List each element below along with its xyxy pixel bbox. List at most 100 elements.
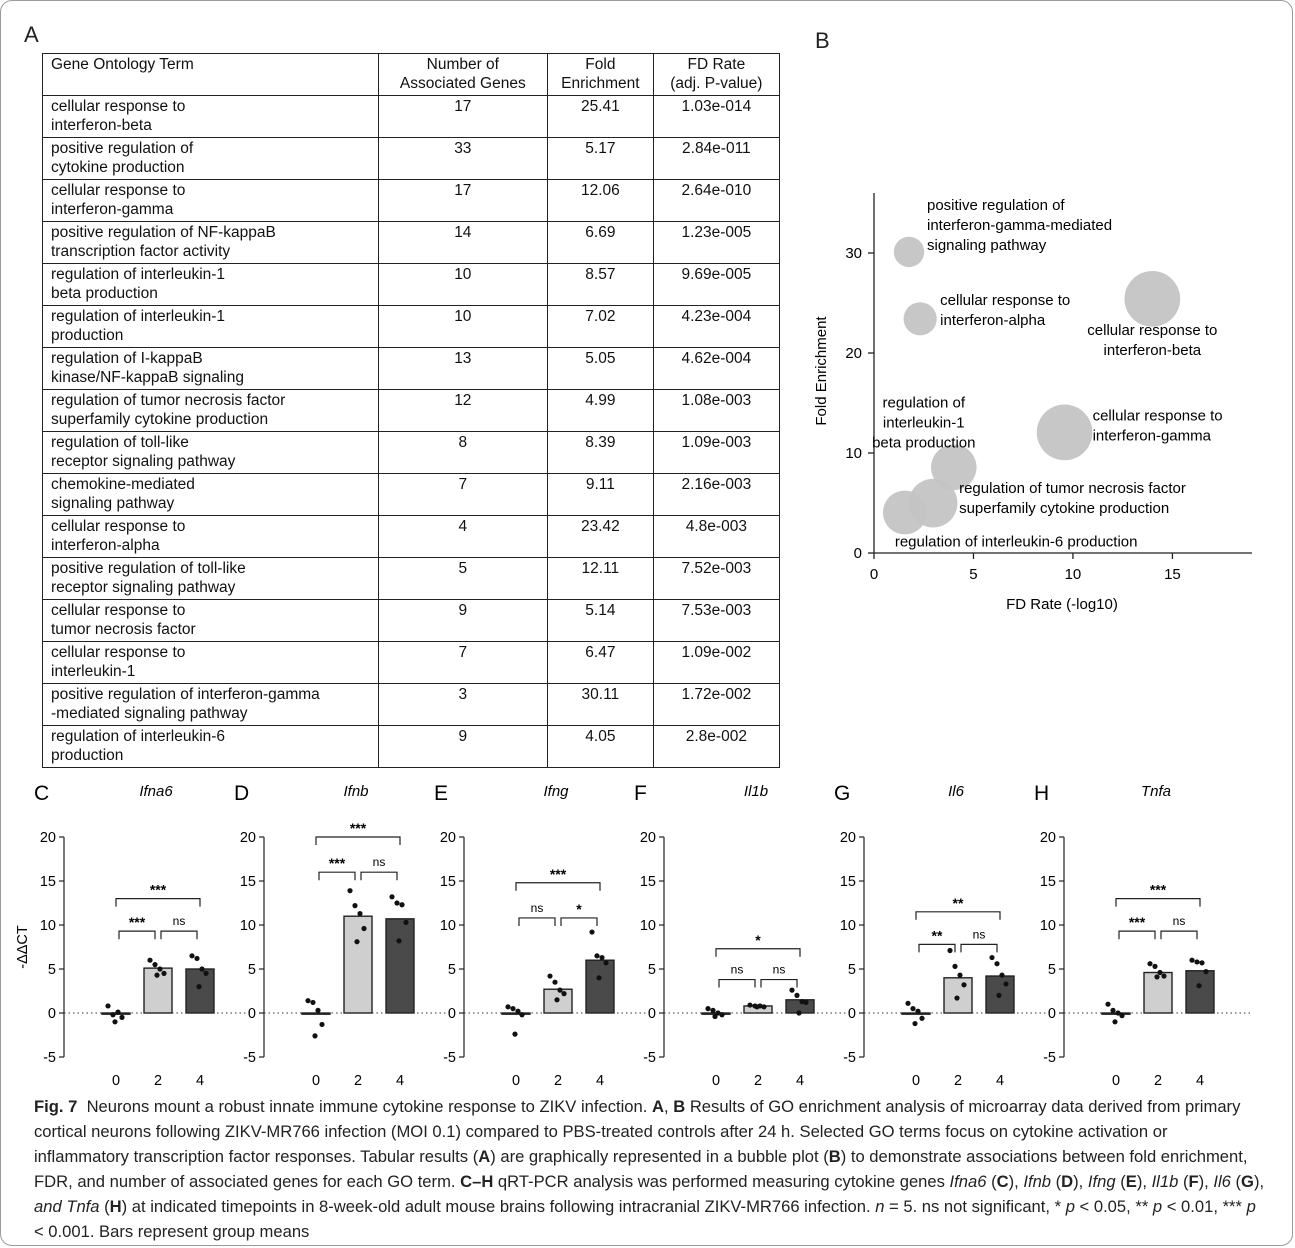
significance-bracket bbox=[160, 930, 198, 940]
bar-y-tick-label: 5 bbox=[48, 962, 56, 978]
data-point bbox=[1199, 960, 1205, 966]
cell-fold-enrichment: 5.05 bbox=[547, 347, 654, 390]
caption-text: at indicated timepoints in 8-week-old ad… bbox=[127, 1197, 876, 1216]
cell-fold-enrichment: 5.17 bbox=[547, 137, 654, 180]
caption-fig-label: Fig. 7 bbox=[34, 1097, 78, 1116]
data-point bbox=[352, 903, 358, 909]
data-point bbox=[715, 1010, 721, 1016]
data-point bbox=[794, 992, 800, 998]
table-row: regulation of interleukin-1 production 10 7… bbox=[42, 305, 781, 348]
data-point bbox=[357, 910, 363, 917]
significance-bracket bbox=[315, 836, 401, 845]
data-point bbox=[189, 953, 195, 959]
cell-go-term: cellular response to interferon-alpha bbox=[42, 515, 379, 558]
data-point bbox=[710, 1007, 716, 1013]
panel-label-e: E bbox=[434, 782, 448, 805]
cell-go-term: positive regulation of toll-like receptor… bbox=[42, 557, 379, 600]
data-point bbox=[912, 1020, 918, 1027]
bar-x-tick-label: 0 bbox=[712, 1073, 720, 1089]
cell-associated-genes: 9 bbox=[377, 599, 549, 642]
data-point bbox=[947, 947, 953, 954]
data-point bbox=[315, 1007, 321, 1013]
bar-x-tick-label: 0 bbox=[112, 1073, 120, 1089]
bar-chart-title: Ifna6 bbox=[139, 783, 173, 800]
bar-y-tick-label: 5 bbox=[1048, 962, 1056, 978]
cell-associated-genes: 7 bbox=[377, 641, 549, 684]
data-point bbox=[1003, 981, 1009, 987]
significance-bracket bbox=[915, 911, 1001, 920]
data-point bbox=[803, 999, 809, 1006]
caption-p: p bbox=[1246, 1197, 1256, 1216]
bar bbox=[943, 977, 973, 1014]
bar-x-tick-label: 2 bbox=[354, 1073, 362, 1089]
data-point bbox=[1203, 969, 1209, 975]
data-point bbox=[152, 962, 158, 968]
data-point bbox=[961, 982, 967, 988]
data-point bbox=[754, 1004, 760, 1010]
cell-fold-enrichment: 5.14 bbox=[547, 599, 654, 642]
bar-y-tick-label: 20 bbox=[1040, 830, 1056, 846]
significance-bracket bbox=[1160, 930, 1198, 940]
cell-associated-genes: 7 bbox=[377, 473, 549, 516]
significance-label: ns bbox=[973, 927, 986, 941]
cell-fold-enrichment: 12.06 bbox=[547, 179, 654, 222]
cell-fd-rate: 2.84e-011 bbox=[652, 137, 781, 180]
bar-x-tick-label: 4 bbox=[996, 1073, 1004, 1089]
data-point bbox=[305, 998, 311, 1004]
bar-x-tick-label: 0 bbox=[1112, 1073, 1120, 1089]
bar-x-tick-label: 2 bbox=[754, 1073, 762, 1089]
bar-chart-title: Tnfa bbox=[1141, 783, 1171, 800]
significance-bracket bbox=[518, 917, 556, 926]
significance-label: ** bbox=[932, 927, 943, 943]
data-point bbox=[310, 999, 316, 1006]
data-point bbox=[599, 954, 605, 961]
data-point bbox=[396, 938, 402, 944]
data-point bbox=[1189, 957, 1195, 963]
header-fold-enrichment: Fold Enrichment bbox=[547, 53, 654, 96]
bar bbox=[185, 968, 215, 1014]
table-header-row: Gene Ontology Term Number of Associated G… bbox=[42, 53, 781, 96]
data-point bbox=[915, 1008, 921, 1014]
bar-y-tick-label: -5 bbox=[443, 1050, 456, 1066]
data-point bbox=[1157, 969, 1163, 976]
table-row: regulation of I-kappaB kinase/NF-kappaB s… bbox=[42, 347, 781, 390]
data-point bbox=[596, 975, 602, 981]
cell-fd-rate: 1.72e-002 bbox=[652, 683, 781, 726]
significance-bracket bbox=[115, 898, 201, 907]
caption-text: qRT-PCR analysis was performed measuring… bbox=[493, 1172, 950, 1191]
significance-label: *** bbox=[1150, 882, 1167, 898]
significance-bracket bbox=[360, 871, 398, 881]
bubble bbox=[882, 490, 927, 535]
cell-fd-rate: 2.16e-003 bbox=[652, 473, 781, 516]
bar-y-tick-label: 15 bbox=[840, 874, 856, 890]
bar-y-tick-label: 20 bbox=[240, 830, 256, 846]
caption-text: < 0.001. Bars represent group means bbox=[34, 1222, 310, 1241]
data-point bbox=[996, 992, 1002, 998]
bar-y-tick-label: 10 bbox=[240, 918, 256, 934]
caption-text: = 5. ns not significant, * bbox=[884, 1197, 1066, 1216]
bar-y-tick-label: 0 bbox=[648, 1006, 656, 1022]
table-row: regulation of tumor necrosis factor super… bbox=[42, 389, 781, 432]
bar-x-tick-label: 0 bbox=[912, 1073, 920, 1089]
table-row: positive regulation of interferon-gamma -… bbox=[42, 683, 781, 726]
caption-ref: B bbox=[673, 1097, 686, 1116]
table-row: positive regulation of cytokine productio… bbox=[42, 137, 781, 180]
bar-x-axis-label: dpi bbox=[1148, 1089, 1167, 1090]
caption-text: < 0.05, ** bbox=[1074, 1197, 1153, 1216]
significance-label: *** bbox=[350, 820, 367, 836]
bubble-label: cellular response to interferon-beta bbox=[1087, 322, 1217, 359]
cell-go-term: regulation of toll-like receptor signalin… bbox=[42, 431, 379, 474]
data-point bbox=[203, 970, 209, 976]
bar-y-tick-label: 15 bbox=[440, 874, 456, 890]
bubble-y-axis-label: Fold Enrichment bbox=[813, 316, 830, 426]
bar-panel-g: G Il6 -5 0 5 10 15 20 0 2 4 dpi ** ** ns bbox=[834, 782, 1052, 1090]
data-point bbox=[1147, 961, 1153, 967]
caption-ref: A bbox=[478, 1147, 491, 1166]
bar bbox=[501, 1012, 531, 1015]
bar-y-tick-label: -5 bbox=[1043, 1050, 1056, 1066]
data-point bbox=[999, 972, 1005, 978]
table-body: cellular response to interferon-beta 17 25.… bbox=[42, 95, 781, 768]
cell-associated-genes: 12 bbox=[377, 389, 549, 432]
caption-ref: E bbox=[1125, 1172, 1137, 1191]
data-point bbox=[1112, 1019, 1118, 1025]
